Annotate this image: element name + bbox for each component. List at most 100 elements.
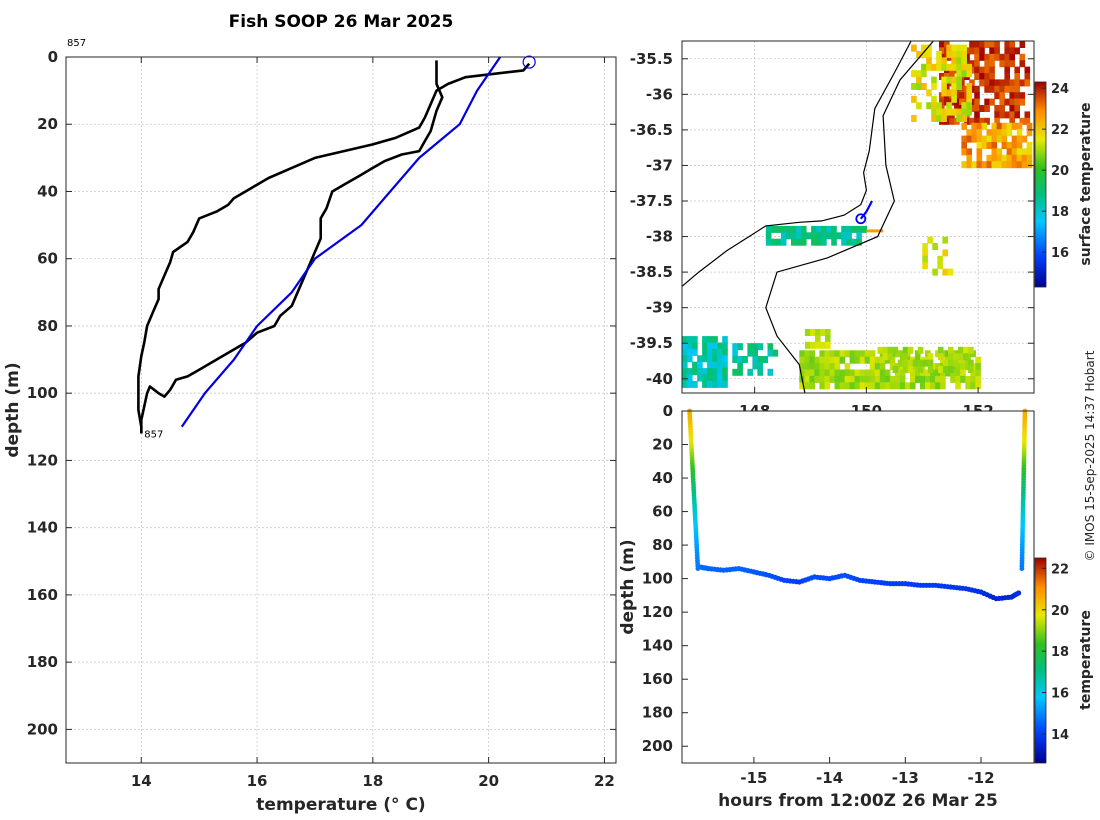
sst-cell [996, 135, 1003, 143]
sst-cell [834, 369, 841, 377]
sst-cell [1011, 135, 1018, 143]
sst-cell [757, 368, 763, 376]
sst-cell [974, 66, 980, 74]
y-tick-label: 100 [27, 384, 58, 402]
sst-cell [1016, 122, 1023, 130]
sst-cell [966, 129, 972, 137]
sst-cell [844, 363, 851, 371]
sst-cell [702, 348, 708, 356]
sst-cell [994, 79, 1000, 87]
sst-cell [1011, 154, 1018, 162]
sst-cell [912, 359, 919, 367]
sst-cell [722, 348, 728, 356]
sst-cell [999, 92, 1005, 100]
sst-cell [940, 375, 946, 383]
sst-cell [767, 368, 774, 376]
sst-cell [682, 361, 688, 369]
y-tick-label: 0 [48, 48, 58, 66]
sst-cell [991, 142, 998, 149]
sst-cell [682, 342, 688, 350]
sst-cell [925, 375, 931, 383]
sst-cell [809, 356, 815, 364]
sst-cell [996, 122, 1003, 130]
sst-cell [1009, 79, 1015, 87]
sst-cell [1004, 66, 1010, 74]
sst-cell [697, 368, 703, 376]
sst-cell [702, 374, 708, 382]
sst-cell [936, 63, 942, 71]
sst-cell [941, 108, 947, 116]
sst-cell [955, 375, 961, 383]
sst-cell [979, 66, 985, 74]
sst-cell [994, 105, 1000, 112]
y-tick-label: 20 [652, 436, 673, 454]
sst-cell [1009, 105, 1015, 112]
sst-cell [874, 382, 881, 390]
sst-cell [687, 374, 693, 382]
sst-cell [936, 57, 942, 65]
y-tick-label: 200 [642, 737, 673, 755]
sst-cell [961, 57, 967, 65]
sst-cell [702, 355, 708, 363]
y-tick-label: -39.5 [630, 334, 673, 352]
sst-cell [1014, 92, 1020, 100]
sst-cell [979, 73, 985, 80]
sst-cell [948, 359, 954, 367]
sst-cell [849, 350, 856, 358]
sst-cell [931, 95, 937, 103]
sst-cell [931, 76, 937, 84]
sst-cell [956, 57, 962, 65]
sst-cell [846, 225, 852, 233]
sst-cell [682, 348, 688, 356]
sst-cell [916, 83, 922, 90]
sst-cell [844, 369, 851, 377]
sst-cell [722, 380, 728, 388]
sst-cell [697, 361, 703, 369]
sst-cell [942, 268, 948, 276]
sst-cell [939, 73, 945, 80]
y-tick-label: -35.5 [630, 50, 673, 68]
y-tick-label: 180 [642, 704, 673, 722]
sst-cell [986, 135, 993, 143]
sst-cell [911, 95, 917, 103]
sst-cell [989, 60, 995, 68]
sst-cell [814, 375, 820, 383]
sst-cell [682, 380, 688, 388]
sst-cell [941, 115, 947, 122]
sst-cell [939, 41, 945, 48]
sst-cell [717, 374, 723, 382]
sst-cell [687, 355, 693, 363]
sst-cell [884, 369, 891, 377]
sst-cell [968, 366, 974, 373]
track-point [1016, 590, 1022, 596]
y-tick-label: 160 [27, 586, 58, 604]
sst-cell [829, 375, 836, 383]
sst-cell [697, 355, 703, 363]
sst-cell [927, 359, 934, 367]
colorbar-tick-label: 20 [1051, 164, 1069, 179]
sst-cell [806, 232, 812, 240]
sst-cell [717, 368, 723, 376]
sst-cell [996, 154, 1003, 162]
sst-cell [874, 375, 881, 383]
sst-cell [722, 374, 728, 382]
sst-cell [887, 353, 894, 361]
sst-cell [946, 76, 952, 84]
sst-cell [1004, 47, 1010, 55]
y-tick-label: -36.5 [630, 121, 673, 139]
x-tick-label: -12 [967, 769, 994, 787]
profile-x-label: temperature (° C) [256, 795, 425, 815]
sst-cell [801, 225, 807, 233]
sst-cell [682, 374, 688, 382]
x-tick-label: 16 [247, 772, 268, 790]
temperature-colorbar-ticks: 14 16 18 20 22 [1042, 562, 1069, 743]
sst-cell [801, 238, 807, 246]
sst-cell [854, 382, 861, 390]
sst-cell [941, 57, 947, 65]
sst-cell [791, 225, 797, 233]
sst-cell [811, 232, 817, 240]
sst-cell [936, 108, 942, 116]
sst-cell [889, 375, 896, 383]
sst-cell [947, 268, 953, 276]
sst-cell [819, 350, 825, 358]
